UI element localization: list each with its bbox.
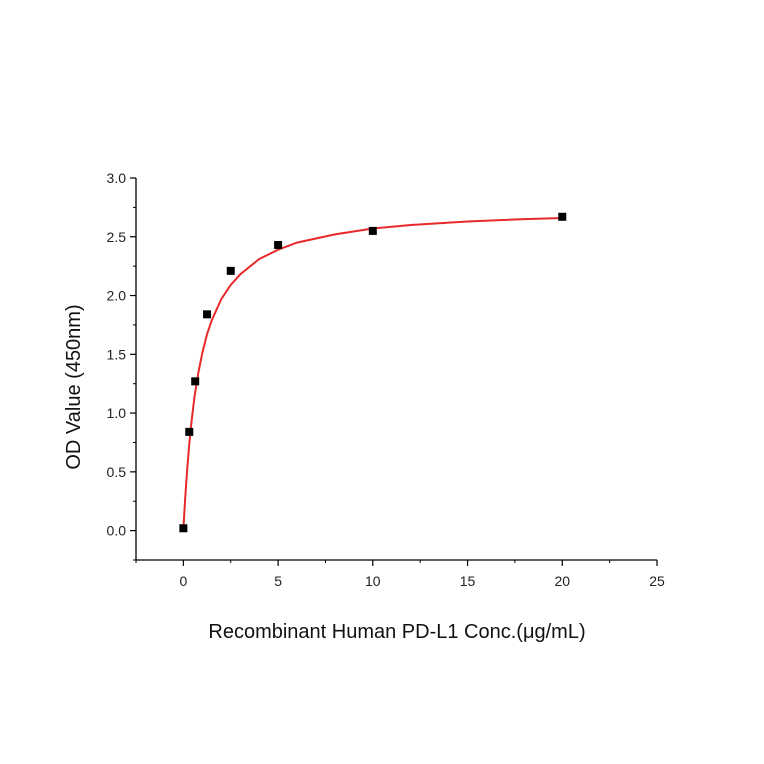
fit-curve — [182, 217, 563, 529]
y-ticks: 0.0 0.5 1.0 1.5 2.0 2.5 3.0 — [107, 170, 136, 561]
y-tick-label: 3.0 — [107, 170, 127, 186]
data-point — [191, 377, 200, 386]
x-tick-label: 0 — [179, 573, 187, 589]
data-point — [179, 524, 188, 533]
x-ticks: 0 5 10 15 20 25 — [135, 560, 665, 589]
y-tick-label: 0.0 — [107, 523, 127, 539]
y-axis-label: OD Value (450nm) — [63, 304, 85, 469]
x-tick-label: 25 — [649, 573, 665, 589]
y-tick-label: 2.0 — [107, 288, 127, 304]
data-point — [226, 266, 235, 275]
data-point — [185, 427, 194, 436]
data-point — [274, 240, 283, 249]
y-tick-label: 1.0 — [107, 405, 127, 421]
y-tick-label: 2.5 — [107, 229, 127, 245]
data-points-layer — [179, 212, 567, 533]
data-point — [558, 212, 567, 221]
data-point — [368, 226, 377, 235]
fit-curve-layer — [182, 217, 563, 529]
x-tick-label: 20 — [554, 573, 570, 589]
x-axis-label: Recombinant Human PD-L1 Conc.(μg/mL) — [208, 621, 585, 643]
data-point — [203, 310, 212, 319]
x-tick-label: 15 — [460, 573, 476, 589]
y-tick-label: 0.5 — [107, 464, 127, 480]
x-tick-label: 10 — [365, 573, 381, 589]
y-tick-label: 1.5 — [107, 346, 127, 362]
x-tick-label: 5 — [274, 573, 282, 589]
axes — [135, 178, 657, 561]
